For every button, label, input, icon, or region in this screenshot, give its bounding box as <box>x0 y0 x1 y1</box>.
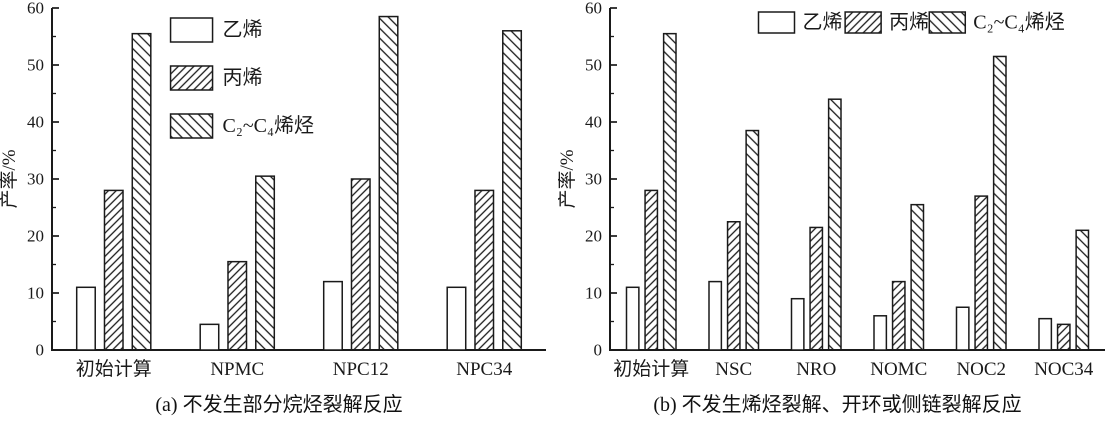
bar-C₂~C₄烯烃-NOC2 <box>992 55 1007 351</box>
x-category-label: NPMC <box>210 359 264 380</box>
y-tick-label: 20 <box>585 227 602 246</box>
chart-a-caption: (a) 不发生部分烷烃裂解反应 <box>155 394 403 416</box>
bar-乙烯-NOC2 <box>955 306 970 351</box>
y-tick-label: 10 <box>27 284 44 303</box>
x-category-label: NSC <box>715 359 752 380</box>
axes <box>609 8 1105 351</box>
bar-C₂~C₄烯烃-NSC <box>745 129 760 351</box>
bar-丙烯-NPMC <box>227 260 248 351</box>
y-axis-label: 产率/% <box>0 149 20 208</box>
chart-b-svg: 0 10 20 30 40 50 60 产率/% 初始计算 NSC NRO NOMC NOC2 NOC34… <box>558 0 1117 388</box>
bar-乙烯-NPMC <box>199 323 220 351</box>
y-tick-label: 50 <box>27 56 44 75</box>
x-category-label: NRO <box>796 359 836 380</box>
bar-乙烯-NOMC <box>873 315 888 351</box>
x-category-label: NOMC <box>870 359 927 380</box>
y-tick-label: 50 <box>585 56 602 75</box>
bar-丙烯-NOC2 <box>974 195 989 351</box>
legend-label: 丙烯 <box>889 11 929 34</box>
y-tick-label: 60 <box>585 0 602 18</box>
bar-C₂~C₄烯烃-NOMC <box>910 203 925 351</box>
y-tick-label: 10 <box>585 284 602 303</box>
y-tick-label: 30 <box>585 170 602 189</box>
legend-label: 乙烯 <box>223 18 263 41</box>
legend-label: 丙烯 <box>223 66 263 89</box>
bar-乙烯-NSC <box>708 280 723 351</box>
x-category-label: NPC34 <box>456 359 512 380</box>
bar-丙烯-NOMC <box>891 280 906 351</box>
bar-丙烯-NPC12 <box>350 178 371 351</box>
bar-乙烯-NPC12 <box>322 280 343 351</box>
legend-swatch <box>169 65 214 91</box>
y-axis-label: 产率/% <box>558 149 578 208</box>
x-category-label: NOC34 <box>1034 359 1094 380</box>
y-tick-label: 40 <box>585 113 602 132</box>
bar-丙烯-NPC34 <box>474 189 495 351</box>
legend-swatch <box>169 17 214 43</box>
bar-C₂~C₄烯烃-初始计算 <box>131 32 152 351</box>
legend-swatch <box>928 11 967 34</box>
bar-乙烯-初始计算 <box>625 286 640 351</box>
legend-swatch <box>169 113 214 139</box>
legend-label: C₂~C₄烯烃 <box>973 11 1064 34</box>
bar-丙烯-初始计算 <box>103 189 124 351</box>
y-tick-label: 40 <box>27 113 44 132</box>
bar-丙烯-NSC <box>726 221 741 351</box>
bar-C₂~C₄烯烃-NRO <box>827 98 842 351</box>
legend-swatch <box>844 11 882 34</box>
legend-label: 乙烯 <box>803 11 843 34</box>
bar-丙烯-NOC34 <box>1056 323 1071 351</box>
y-tick-label: 20 <box>27 227 44 246</box>
y-tick-label: 60 <box>27 0 44 18</box>
bar-丙烯-初始计算 <box>644 189 659 351</box>
bar-乙烯-NRO <box>790 297 805 351</box>
bar-C₂~C₄烯烃-NPMC <box>255 175 276 351</box>
bar-乙烯-初始计算 <box>75 286 96 351</box>
axes <box>51 8 546 351</box>
bar-乙烯-NOC34 <box>1038 317 1053 351</box>
x-category-label: 初始计算 <box>613 358 689 380</box>
bar-C₂~C₄烯烃-初始计算 <box>662 32 677 351</box>
x-category-label: 初始计算 <box>76 358 152 380</box>
x-category-label: NPC12 <box>333 359 389 380</box>
y-tick-label: 0 <box>36 341 45 360</box>
bar-C₂~C₄烯烃-NPC34 <box>502 30 523 351</box>
bar-C₂~C₄烯烃-NPC12 <box>378 15 399 351</box>
bar-丙烯-NRO <box>809 226 824 351</box>
chart-a: 0 10 20 30 40 50 60 产率/% 初始计算 NPMC NPC12 NPC34 乙烯丙烯 C… <box>0 0 558 428</box>
x-category-label: NOC2 <box>956 359 1006 380</box>
y-tick-label: 0 <box>594 341 603 360</box>
legend-label: C₂~C₄烯烃 <box>223 114 314 137</box>
bar-C₂~C₄烯烃-NOC34 <box>1075 229 1090 351</box>
bar-乙烯-NPC34 <box>446 286 467 351</box>
legend-swatch <box>757 11 796 34</box>
chart-b-caption: (b) 不发生烯烃裂解、开环或侧链裂解反应 <box>653 394 1022 416</box>
chart-b: 0 10 20 30 40 50 60 产率/% 初始计算 NSC NRO NOMC NOC2 NOC34… <box>558 0 1117 428</box>
y-tick-label: 30 <box>27 170 44 189</box>
